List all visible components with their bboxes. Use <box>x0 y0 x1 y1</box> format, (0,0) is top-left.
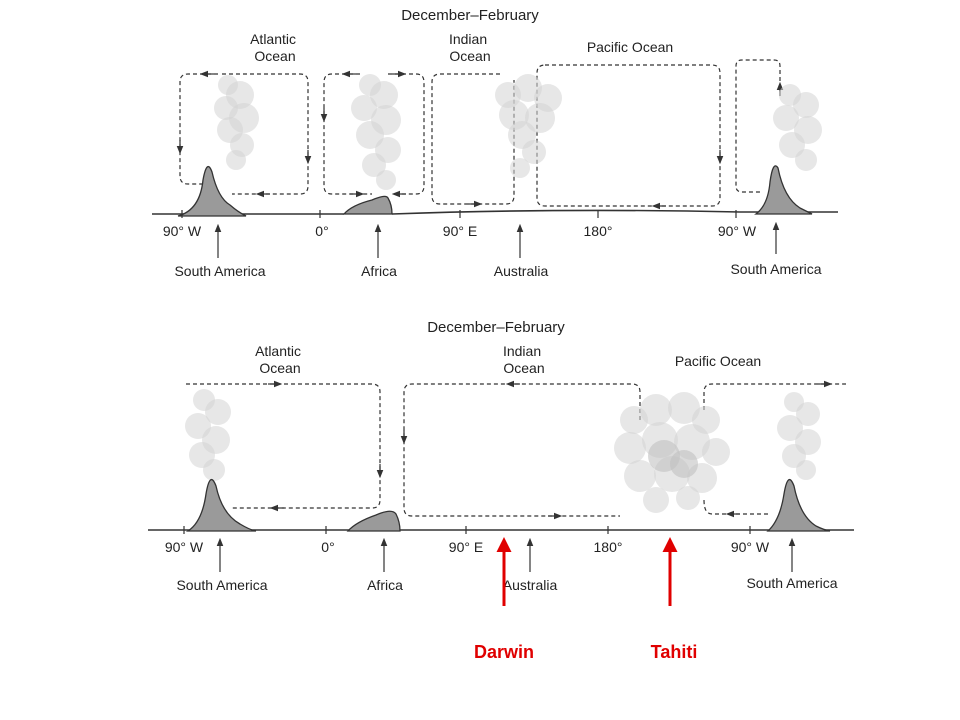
indian-line-2: Ocean <box>503 360 544 376</box>
panel-bottom-atlantic-label: Atlantic Ocean <box>255 343 305 376</box>
tick-label: 90° W <box>718 223 757 239</box>
cell-atlantic <box>186 383 381 509</box>
cell-atlantic-west <box>179 73 218 185</box>
cloud-south-america-west <box>185 389 231 481</box>
cell-africa-east <box>388 73 425 195</box>
mountain-africa <box>342 195 393 215</box>
panel-bottom-ticks: 90° W 0° 90° E 180° 90° W <box>165 526 770 555</box>
atlantic-line-1: Atlantic <box>250 31 296 47</box>
place-label-south-america-east: South America <box>746 575 837 591</box>
tick-label: 180° <box>594 539 623 555</box>
tick-label: 180° <box>584 223 613 239</box>
indian-line-2: Ocean <box>449 48 490 64</box>
panel-top-circulation-cells <box>179 59 781 207</box>
cell-east-pacific <box>735 59 781 193</box>
mountain-south-america-east <box>766 478 831 532</box>
station-markers: Darwin Tahiti <box>474 537 698 662</box>
tick-label: 90° E <box>443 223 477 239</box>
panel-top-title: December–February <box>401 7 539 24</box>
cell-east-pacific-return <box>703 499 770 515</box>
tick-label: 90° W <box>165 539 204 555</box>
panel-bottom-title: December–February <box>427 319 565 336</box>
place-label-south-america: South America <box>176 577 267 593</box>
tick-label: 90° E <box>449 539 483 555</box>
tick-label: 0° <box>315 223 328 239</box>
mountain-south-america-west <box>177 165 247 217</box>
cloud-australia <box>495 74 562 178</box>
panel-top-atlantic-label: Atlantic Ocean <box>250 31 300 64</box>
mountain-africa <box>346 510 401 532</box>
tick-label: 0° <box>321 539 334 555</box>
mountain-south-america-east <box>754 165 813 215</box>
cloud-africa <box>351 74 401 190</box>
panel-top-places: South America Africa Australia South Ame… <box>174 221 822 279</box>
panel-top-surface-line <box>152 209 838 215</box>
panel-bottom-indian-label: Indian Ocean <box>503 343 545 376</box>
cell-east-pacific <box>703 383 846 410</box>
darwin-label: Darwin <box>474 642 534 662</box>
place-label-australia: Australia <box>494 263 549 279</box>
cell-africa-west <box>323 73 372 195</box>
cloud-south-america-east <box>773 84 822 171</box>
place-label-africa: Africa <box>367 577 403 593</box>
atlantic-line-1: Atlantic <box>255 343 301 359</box>
cloud-south-america-east <box>777 392 821 480</box>
place-label-south-america: South America <box>174 263 265 279</box>
panel-top-pacific-label: Pacific Ocean <box>587 39 673 55</box>
panel-top-indian-label: Indian Ocean <box>449 31 491 64</box>
tick-label: 90° W <box>163 223 202 239</box>
panel-bottom-flow-arrows <box>268 380 833 520</box>
tick-label: 90° W <box>731 539 770 555</box>
cloud-central-pacific-core <box>648 440 698 478</box>
panel-top: December–February Atlantic Ocean Indian … <box>152 7 838 279</box>
cell-atlantic-east <box>222 73 309 195</box>
indian-line-1: Indian <box>503 343 541 359</box>
panel-top-ticks: 90° W 0° 90° E 180° 90° W <box>163 210 757 239</box>
cell-indian-pacific <box>403 383 641 517</box>
panel-bottom-places: South America Africa Australia South Ame… <box>176 537 838 593</box>
panel-bottom: December–February Atlantic Ocean Indian … <box>148 319 854 593</box>
place-label-south-america-east: South America <box>730 261 821 277</box>
tahiti-label: Tahiti <box>651 642 698 662</box>
atlantic-line-2: Ocean <box>254 48 295 64</box>
panel-bottom-circulation-cells <box>186 383 846 517</box>
place-label-africa: Africa <box>361 263 397 279</box>
mountain-south-america-west <box>185 478 257 532</box>
place-label-australia: Australia <box>503 577 558 593</box>
atlantic-line-2: Ocean <box>259 360 300 376</box>
panel-top-flow-arrows <box>176 70 784 210</box>
panel-bottom-pacific-label: Pacific Ocean <box>675 353 761 369</box>
cell-pacific <box>536 64 721 207</box>
indian-line-1: Indian <box>449 31 487 47</box>
cloud-south-america-west <box>214 75 259 170</box>
cell-indian <box>431 73 515 205</box>
